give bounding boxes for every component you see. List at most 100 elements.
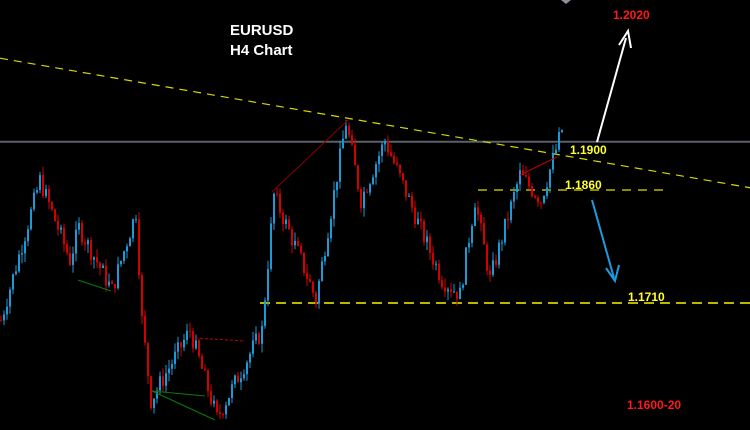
candle-up [435, 263, 437, 265]
chart-title: EURUSD [230, 22, 294, 39]
marker-triangle-icon [561, 0, 571, 4]
candle-up [465, 247, 467, 285]
candle-up [447, 289, 449, 292]
pattern-line [271, 119, 349, 193]
candle-down [423, 221, 425, 243]
candle-down [90, 240, 92, 260]
candle-up [213, 400, 215, 404]
candle-up [285, 219, 287, 224]
candle-up [384, 140, 386, 145]
candle-up [558, 132, 560, 150]
chart-subtitle: H4 Chart [230, 42, 293, 59]
candle-down [489, 270, 491, 275]
candle-up [234, 375, 236, 385]
candle-down [207, 370, 209, 391]
candle-up [318, 280, 320, 304]
candle-down [438, 263, 440, 281]
candle-down [276, 193, 278, 195]
candle-up [492, 260, 494, 275]
candle-up [294, 240, 296, 246]
candle-down [351, 135, 353, 145]
candle-up [195, 340, 197, 349]
candle-up [333, 190, 335, 219]
candle-up [174, 351, 176, 365]
candle-up [240, 378, 242, 383]
candle-up [249, 353, 251, 363]
candle-down [84, 242, 86, 245]
candle-up [345, 125, 347, 139]
candle-up [369, 184, 371, 193]
resistance-trendline [0, 57, 750, 189]
candle-down [357, 165, 359, 190]
candle-up [417, 218, 419, 225]
candle-down [279, 193, 281, 213]
candle-down [51, 202, 53, 210]
target-up-label: 1.2020 [613, 8, 650, 22]
candle-up [120, 260, 122, 265]
candle-down [192, 331, 194, 349]
level-label-1-1860: 1.1860 [565, 178, 602, 192]
candle-down [450, 289, 452, 293]
candle-down [258, 333, 260, 344]
candle-down [144, 315, 146, 343]
candle-down [528, 176, 530, 187]
candle-down [111, 281, 113, 284]
candle-down [315, 292, 317, 304]
candle-up [426, 236, 428, 243]
candle-up [252, 340, 254, 354]
candle-down [393, 155, 395, 163]
candle-down [114, 283, 116, 289]
candle-up [135, 219, 137, 221]
candle-down [66, 244, 68, 253]
candle-up [153, 398, 155, 409]
candle-up [102, 265, 104, 269]
candle-up [24, 241, 26, 254]
candle-down [432, 252, 434, 265]
candle-down [420, 218, 422, 222]
candle-up [246, 362, 248, 375]
candle-down [57, 221, 59, 230]
candle-up [36, 190, 38, 193]
candle-up [510, 201, 512, 221]
candle-up [156, 390, 158, 399]
candle-up [339, 148, 341, 182]
candle-up [108, 281, 110, 286]
candle-up [408, 195, 410, 197]
level-label-1-1710: 1.1710 [628, 290, 665, 304]
candle-down [348, 125, 350, 136]
candle-down [162, 376, 164, 386]
candle-up [60, 227, 62, 230]
candle-up [504, 218, 506, 243]
arrow-up-icon [596, 37, 627, 143]
candle-down [354, 144, 356, 166]
pattern-line [151, 390, 216, 421]
candle-up [171, 364, 173, 369]
candle-up [267, 269, 269, 301]
candle-down [282, 212, 284, 224]
candle-up [516, 184, 518, 193]
candle-down [366, 191, 368, 193]
candle-up [15, 271, 17, 275]
candle-up [30, 209, 32, 230]
candle-up [327, 238, 329, 257]
candle-down [441, 280, 443, 288]
candle-down [525, 174, 527, 177]
pattern-line [519, 156, 558, 176]
candle-up [231, 384, 233, 398]
candle-down [216, 400, 218, 413]
candle-up [9, 289, 11, 307]
candle-up [228, 397, 230, 406]
candle-up [462, 284, 464, 288]
candle-down [204, 368, 206, 371]
candle-up [270, 223, 272, 270]
candle-down [201, 356, 203, 369]
candle-up [27, 229, 29, 242]
candle-down [237, 375, 239, 383]
candle-down [495, 260, 497, 265]
candle-down [399, 164, 401, 174]
candle-down [138, 219, 140, 276]
candle-down [141, 275, 143, 316]
candle-down [48, 188, 50, 203]
candle-down [105, 265, 107, 286]
